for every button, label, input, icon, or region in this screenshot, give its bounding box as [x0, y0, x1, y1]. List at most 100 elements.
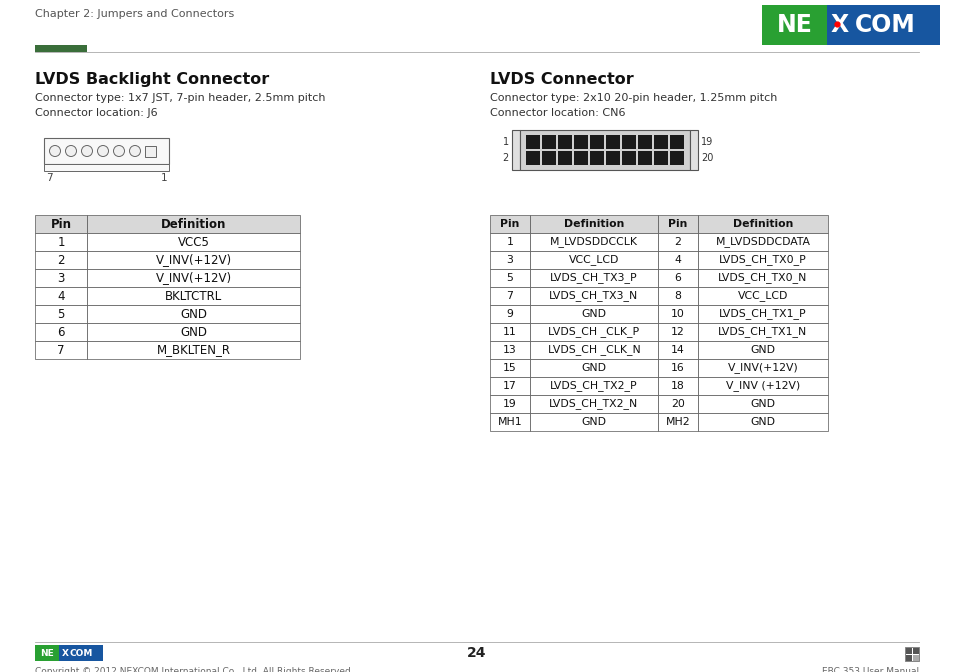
- Text: 6: 6: [57, 325, 65, 339]
- Text: LVDS_CH_TX2_P: LVDS_CH_TX2_P: [550, 380, 638, 392]
- Bar: [530, 359, 658, 377]
- Text: GND: GND: [581, 309, 606, 319]
- Bar: [698, 233, 827, 251]
- Text: 14: 14: [670, 345, 684, 355]
- Bar: [530, 305, 658, 323]
- Text: MH1: MH1: [497, 417, 521, 427]
- Bar: [530, 341, 658, 359]
- Bar: [698, 395, 827, 413]
- Bar: [698, 341, 827, 359]
- Text: 20: 20: [670, 399, 684, 409]
- Bar: [490, 215, 530, 233]
- Bar: [490, 395, 530, 413]
- Bar: [87, 215, 299, 233]
- Bar: [658, 233, 698, 251]
- Bar: [905, 648, 911, 654]
- Bar: [35, 645, 59, 661]
- Text: Pin: Pin: [668, 219, 687, 229]
- Text: 6: 6: [674, 273, 680, 283]
- Bar: [530, 287, 658, 305]
- Text: 15: 15: [502, 363, 517, 373]
- Bar: [761, 5, 826, 45]
- Text: GND: GND: [750, 399, 775, 409]
- Text: LVDS_CH_TX1_P: LVDS_CH_TX1_P: [719, 308, 806, 319]
- Bar: [621, 151, 636, 165]
- Bar: [490, 359, 530, 377]
- Bar: [541, 135, 556, 149]
- Text: 7: 7: [57, 343, 65, 357]
- Bar: [530, 215, 658, 233]
- Bar: [574, 135, 587, 149]
- Text: VCC_LCD: VCC_LCD: [568, 255, 618, 265]
- Bar: [525, 135, 539, 149]
- Bar: [698, 215, 827, 233]
- Text: NE: NE: [776, 13, 812, 37]
- Bar: [698, 359, 827, 377]
- Text: 5: 5: [506, 273, 513, 283]
- Bar: [490, 341, 530, 359]
- Text: LVDS_CH_TX0_P: LVDS_CH_TX0_P: [719, 255, 806, 265]
- Bar: [698, 287, 827, 305]
- Text: NE: NE: [40, 648, 54, 657]
- Circle shape: [113, 146, 125, 157]
- Bar: [689, 130, 698, 170]
- Text: M_BKLTEN_R: M_BKLTEN_R: [156, 343, 231, 357]
- Bar: [558, 135, 572, 149]
- Text: LVDS_CH_TX2_N: LVDS_CH_TX2_N: [549, 398, 638, 409]
- Text: 19: 19: [700, 137, 713, 147]
- Bar: [530, 395, 658, 413]
- Bar: [146, 146, 156, 157]
- Text: Connector type: 2x10 20-pin header, 1.25mm pitch: Connector type: 2x10 20-pin header, 1.25…: [490, 93, 777, 103]
- Bar: [35, 305, 87, 323]
- Bar: [589, 135, 603, 149]
- Text: Pin: Pin: [499, 219, 519, 229]
- Text: Connector type: 1x7 JST, 7-pin header, 2.5mm pitch: Connector type: 1x7 JST, 7-pin header, 2…: [35, 93, 325, 103]
- Bar: [44, 164, 169, 171]
- Circle shape: [66, 146, 76, 157]
- Bar: [490, 323, 530, 341]
- Bar: [87, 305, 299, 323]
- Bar: [490, 413, 530, 431]
- Text: COM: COM: [854, 13, 915, 37]
- Bar: [59, 645, 103, 661]
- Bar: [530, 269, 658, 287]
- Text: 24: 24: [467, 646, 486, 660]
- Circle shape: [50, 146, 60, 157]
- Bar: [638, 135, 651, 149]
- Bar: [525, 151, 539, 165]
- Circle shape: [81, 146, 92, 157]
- Text: 20: 20: [700, 153, 713, 163]
- Circle shape: [97, 146, 109, 157]
- Bar: [905, 655, 911, 661]
- Bar: [519, 130, 689, 170]
- Text: Pin: Pin: [51, 218, 71, 230]
- Text: 7: 7: [46, 173, 52, 183]
- Circle shape: [130, 146, 140, 157]
- Bar: [490, 287, 530, 305]
- Bar: [35, 215, 87, 233]
- Bar: [698, 305, 827, 323]
- Text: 11: 11: [502, 327, 517, 337]
- Bar: [87, 233, 299, 251]
- Bar: [490, 377, 530, 395]
- Text: GND: GND: [581, 417, 606, 427]
- Bar: [35, 251, 87, 269]
- Bar: [512, 130, 519, 170]
- Bar: [490, 269, 530, 287]
- Text: 1: 1: [160, 173, 167, 183]
- Text: 1: 1: [57, 235, 65, 249]
- Text: Connector location: CN6: Connector location: CN6: [490, 108, 625, 118]
- Bar: [589, 151, 603, 165]
- Text: 9: 9: [506, 309, 513, 319]
- Text: 1: 1: [502, 137, 509, 147]
- Text: V_INV(+12V): V_INV(+12V): [155, 271, 232, 284]
- Text: COM: COM: [70, 648, 92, 657]
- Text: 3: 3: [57, 271, 65, 284]
- Text: GND: GND: [180, 308, 207, 321]
- Bar: [826, 5, 939, 45]
- Bar: [87, 269, 299, 287]
- Bar: [530, 323, 658, 341]
- Text: BKLTCTRL: BKLTCTRL: [165, 290, 222, 302]
- Text: M_LVDSDDCDATA: M_LVDSDDCDATA: [715, 237, 810, 247]
- Text: 13: 13: [502, 345, 517, 355]
